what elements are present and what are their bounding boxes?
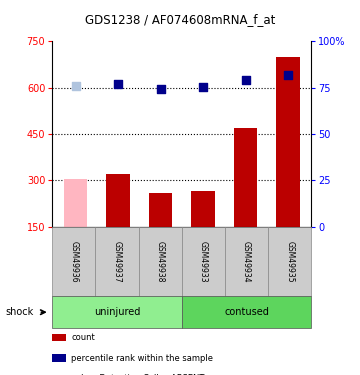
Text: percentile rank within the sample: percentile rank within the sample — [71, 354, 213, 363]
Text: GSM49933: GSM49933 — [199, 241, 208, 282]
Point — [115, 81, 121, 87]
Text: count: count — [71, 333, 95, 342]
Point — [73, 83, 78, 89]
Text: GDS1238 / AF074608mRNA_f_at: GDS1238 / AF074608mRNA_f_at — [85, 13, 275, 26]
Bar — [64, 179, 87, 227]
Text: shock: shock — [5, 307, 33, 317]
Point — [285, 72, 291, 78]
Text: GSM49935: GSM49935 — [285, 241, 294, 282]
Point — [243, 77, 248, 83]
Point — [200, 84, 206, 90]
Text: GSM49938: GSM49938 — [156, 241, 165, 282]
Bar — [276, 57, 300, 227]
Text: contused: contused — [224, 307, 269, 317]
Point — [158, 86, 163, 92]
Text: GSM49936: GSM49936 — [69, 241, 78, 282]
Bar — [234, 128, 257, 227]
Text: GSM49937: GSM49937 — [112, 241, 122, 282]
Text: value, Detection Call = ABSENT: value, Detection Call = ABSENT — [71, 374, 204, 375]
Text: uninjured: uninjured — [94, 307, 140, 317]
Bar — [149, 193, 172, 227]
Text: GSM49934: GSM49934 — [242, 241, 251, 282]
Bar — [192, 191, 215, 227]
Bar — [106, 174, 130, 227]
